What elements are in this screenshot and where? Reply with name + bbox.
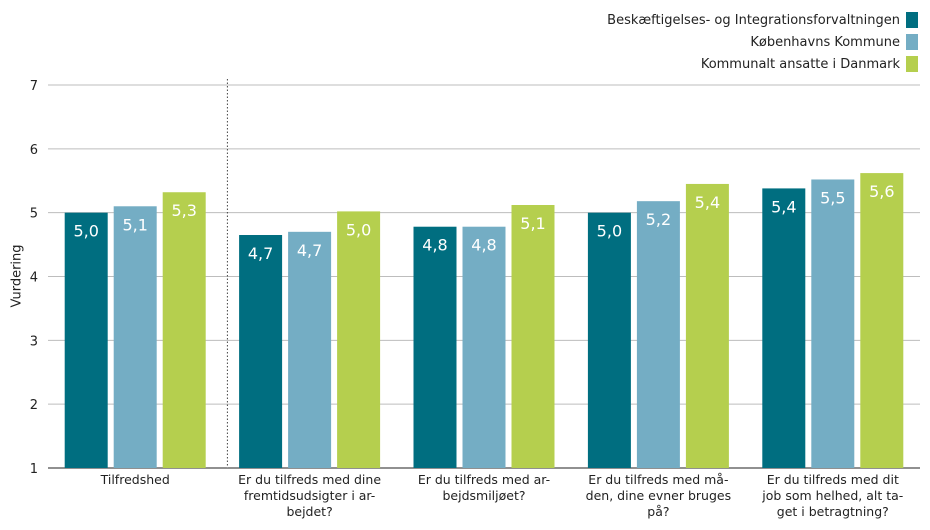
legend-label-bif: Beskæftigelses- og Integrationsforvaltni… bbox=[607, 12, 900, 28]
data-label: 4,7 bbox=[248, 244, 273, 263]
bar bbox=[288, 231, 332, 468]
y-tick-label: 2 bbox=[30, 398, 38, 413]
data-label: 5,0 bbox=[597, 222, 622, 241]
x-tick-label: Er du tilfreds med dine fremtidsudsigter … bbox=[238, 472, 381, 519]
legend-label-dk: Kommunalt ansatte i Danmark bbox=[700, 56, 900, 72]
data-label: 4,8 bbox=[422, 236, 447, 255]
y-tick-label: 5 bbox=[30, 207, 38, 222]
bar bbox=[337, 211, 381, 468]
bar bbox=[462, 226, 506, 468]
data-label: 5,0 bbox=[346, 220, 371, 239]
legend-swatch-kk bbox=[906, 34, 918, 50]
y-tick-label: 1 bbox=[30, 462, 38, 477]
bar bbox=[162, 192, 206, 469]
x-tick-label: Tilfredshed bbox=[100, 472, 170, 487]
data-label: 5,4 bbox=[771, 197, 796, 216]
x-tick-label: Er du tilfreds med ar-bejdsmiljøet? bbox=[418, 472, 550, 503]
data-label: 4,8 bbox=[471, 236, 496, 255]
y-tick-label: 3 bbox=[30, 334, 38, 349]
legend-item-dk: Kommunalt ansatte i Danmark bbox=[418, 53, 918, 75]
bar bbox=[64, 212, 108, 468]
x-tick-label: Er du tilfreds med dit job som helhed, al… bbox=[761, 472, 903, 519]
legend-swatch-bif bbox=[906, 12, 918, 28]
data-label: 5,1 bbox=[122, 215, 147, 234]
y-tick-label: 6 bbox=[30, 143, 38, 158]
legend-item-kk: Københavns Kommune bbox=[418, 31, 918, 53]
bar bbox=[587, 212, 631, 468]
bar bbox=[413, 226, 457, 468]
bar bbox=[860, 173, 904, 468]
data-label: 4,7 bbox=[297, 241, 322, 260]
data-label: 5,1 bbox=[520, 214, 545, 233]
legend-item-bif: Beskæftigelses- og Integrationsforvaltni… bbox=[418, 9, 918, 31]
bar bbox=[636, 201, 680, 468]
y-tick-label: 7 bbox=[30, 79, 38, 94]
data-label: 5,6 bbox=[869, 182, 894, 201]
bar bbox=[239, 235, 283, 468]
bar bbox=[113, 206, 157, 469]
data-label: 5,2 bbox=[646, 210, 671, 229]
bar bbox=[811, 179, 855, 468]
data-label: 5,4 bbox=[695, 193, 720, 212]
legend: Beskæftigelses- og Integrationsforvaltni… bbox=[418, 9, 918, 75]
bar bbox=[685, 183, 729, 469]
data-label: 5,0 bbox=[73, 222, 98, 241]
legend-swatch-dk bbox=[906, 56, 918, 72]
data-label: 5,5 bbox=[820, 188, 845, 207]
legend-label-kk: Københavns Kommune bbox=[750, 34, 900, 50]
x-tick-label: Er du tilfreds med må-den, dine evner br… bbox=[586, 472, 731, 519]
data-label: 5,3 bbox=[171, 201, 196, 220]
bar bbox=[511, 205, 555, 469]
y-tick-label: 4 bbox=[30, 271, 38, 286]
bar bbox=[762, 188, 806, 468]
